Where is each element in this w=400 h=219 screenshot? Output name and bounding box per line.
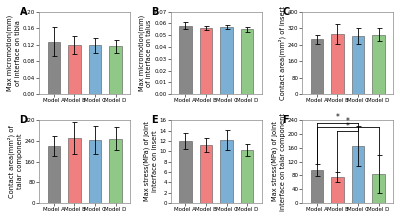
Bar — [48, 146, 60, 203]
Y-axis label: Max micromotion(mm)
of interface on talus: Max micromotion(mm) of interface on talu… — [138, 15, 152, 91]
Text: *: * — [346, 122, 350, 131]
Bar — [220, 140, 233, 203]
Bar — [200, 28, 212, 94]
Bar — [352, 146, 364, 203]
Bar — [200, 145, 212, 203]
Bar — [89, 140, 101, 203]
Text: *: * — [346, 117, 350, 126]
Bar — [241, 29, 253, 94]
Bar — [241, 150, 253, 203]
Bar — [48, 42, 60, 94]
Text: E: E — [151, 115, 158, 125]
Bar — [311, 39, 323, 94]
Bar — [220, 27, 233, 94]
Y-axis label: Max stress(MPa) of joint
interface on talar component: Max stress(MPa) of joint interface on ta… — [272, 113, 286, 210]
Y-axis label: Max stress(MPa) of joint
interface on insert: Max stress(MPa) of joint interface on in… — [144, 122, 158, 201]
Text: C: C — [282, 7, 290, 17]
Bar — [68, 45, 81, 94]
Text: F: F — [282, 115, 289, 125]
Bar — [331, 177, 344, 203]
Text: D: D — [20, 115, 28, 125]
Text: A: A — [20, 7, 27, 17]
Y-axis label: Contact area(mm²) of
talar component: Contact area(mm²) of talar component — [8, 125, 23, 198]
Bar — [110, 139, 122, 203]
Bar — [110, 46, 122, 94]
Bar — [179, 26, 192, 94]
Bar — [331, 34, 344, 94]
Bar — [372, 35, 385, 94]
Text: *: * — [336, 113, 339, 122]
Bar — [68, 138, 81, 203]
Bar — [89, 46, 101, 94]
Bar — [311, 170, 323, 203]
Text: B: B — [151, 7, 158, 17]
Bar — [352, 36, 364, 94]
Bar — [372, 174, 385, 203]
Bar — [179, 141, 192, 203]
Y-axis label: Max micromotion(mm)
of interface on tibia: Max micromotion(mm) of interface on tibi… — [7, 15, 21, 91]
Y-axis label: Contact area(mm²) of insert: Contact area(mm²) of insert — [278, 6, 286, 100]
